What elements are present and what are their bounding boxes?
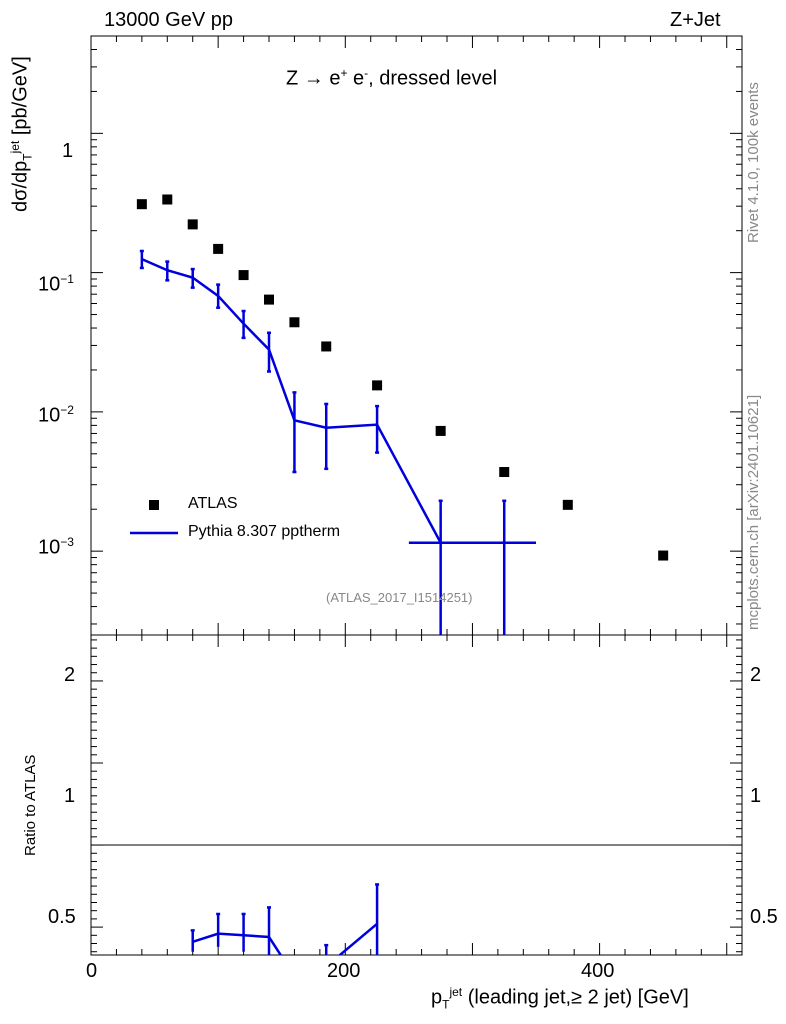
process-label: Z → e+ e-, dressed level [286,66,497,91]
process-label-sup1: + [340,66,348,80]
mc-series-ratio [190,883,380,955]
process-label-sup2: - [364,66,369,80]
y-label-unit: [pb/GeV] [9,56,32,141]
data-point [289,317,300,328]
process-label-tail: , dressed level [368,67,498,90]
process-label-mid: e [347,67,365,90]
ratio-y-tick-label-right: 1 [750,785,762,807]
legend-mc-label: Pythia 8.307 pptherm [188,523,341,540]
process-label-main: Z → e [286,67,341,90]
chart-marks [130,194,669,955]
data-point [136,199,147,210]
x-label-main: p [431,986,443,1009]
main-y-axis-label: dσ/dpTjet [pb/GeV] [8,56,35,212]
analysis-watermark: (ATLAS_2017_I1514251) [326,590,473,605]
x-label-sup: jet [449,985,463,999]
ratio-plot-border [90,634,743,956]
legend-data-marker [149,500,159,510]
mcplots-info-text: mcplots.cern.ch [arXiv:2401.10621] [745,394,762,630]
mc-series-main [139,249,537,635]
data-point [372,380,383,391]
rivet-info-text: Rivet 4.1.0, 100k events [745,82,762,243]
data-point [264,294,275,305]
ratio-y-tick-label: 0.5 [48,906,76,928]
x-tick-label: 400 [581,960,615,982]
data-point [321,341,332,352]
ratio-y-axis-label: Ratio to ATLAS [22,754,39,856]
y-label-sub: T [20,153,35,161]
header-process-label: Z+Jet [670,9,721,31]
data-point [562,499,573,510]
y-tick-label: 10−1 [38,272,74,296]
y-label-sup: jet [8,140,22,154]
data-point [435,425,446,436]
data-point [238,270,249,281]
ratio-y-tick-label-right: 2 [750,664,762,686]
y-tick-label: 10−3 [38,535,74,559]
ratio-y-tick-label-right: 0.5 [750,906,778,928]
ratio-plot-frame [90,36,743,956]
main-plot-border [90,35,743,636]
data-point [213,243,224,254]
legend-data-label: ATLAS [188,495,238,512]
x-label-sub: T [442,997,450,1012]
data-point [658,550,669,561]
header-energy-label: 13000 GeV pp [104,9,233,31]
main-plot-frame [90,35,743,636]
ratio-y-tick-label: 2 [64,664,76,686]
y-tick-label: 10−2 [38,403,74,427]
y-tick-label: 1 [62,140,74,162]
x-tick-label: 200 [327,960,361,982]
x-tick-label: 0 [86,960,98,982]
data-point [499,467,510,478]
y-label-main: dσ/dp [9,160,32,212]
x-axis-label: pTjet (leading jet,≥ 2 jet) [GeV] [431,985,689,1012]
ratio-y-tick-label: 1 [64,785,76,807]
data-point [187,219,198,230]
data-point [162,194,173,205]
x-label-tail: (leading jet,≥ 2 jet) [GeV] [462,986,689,1009]
